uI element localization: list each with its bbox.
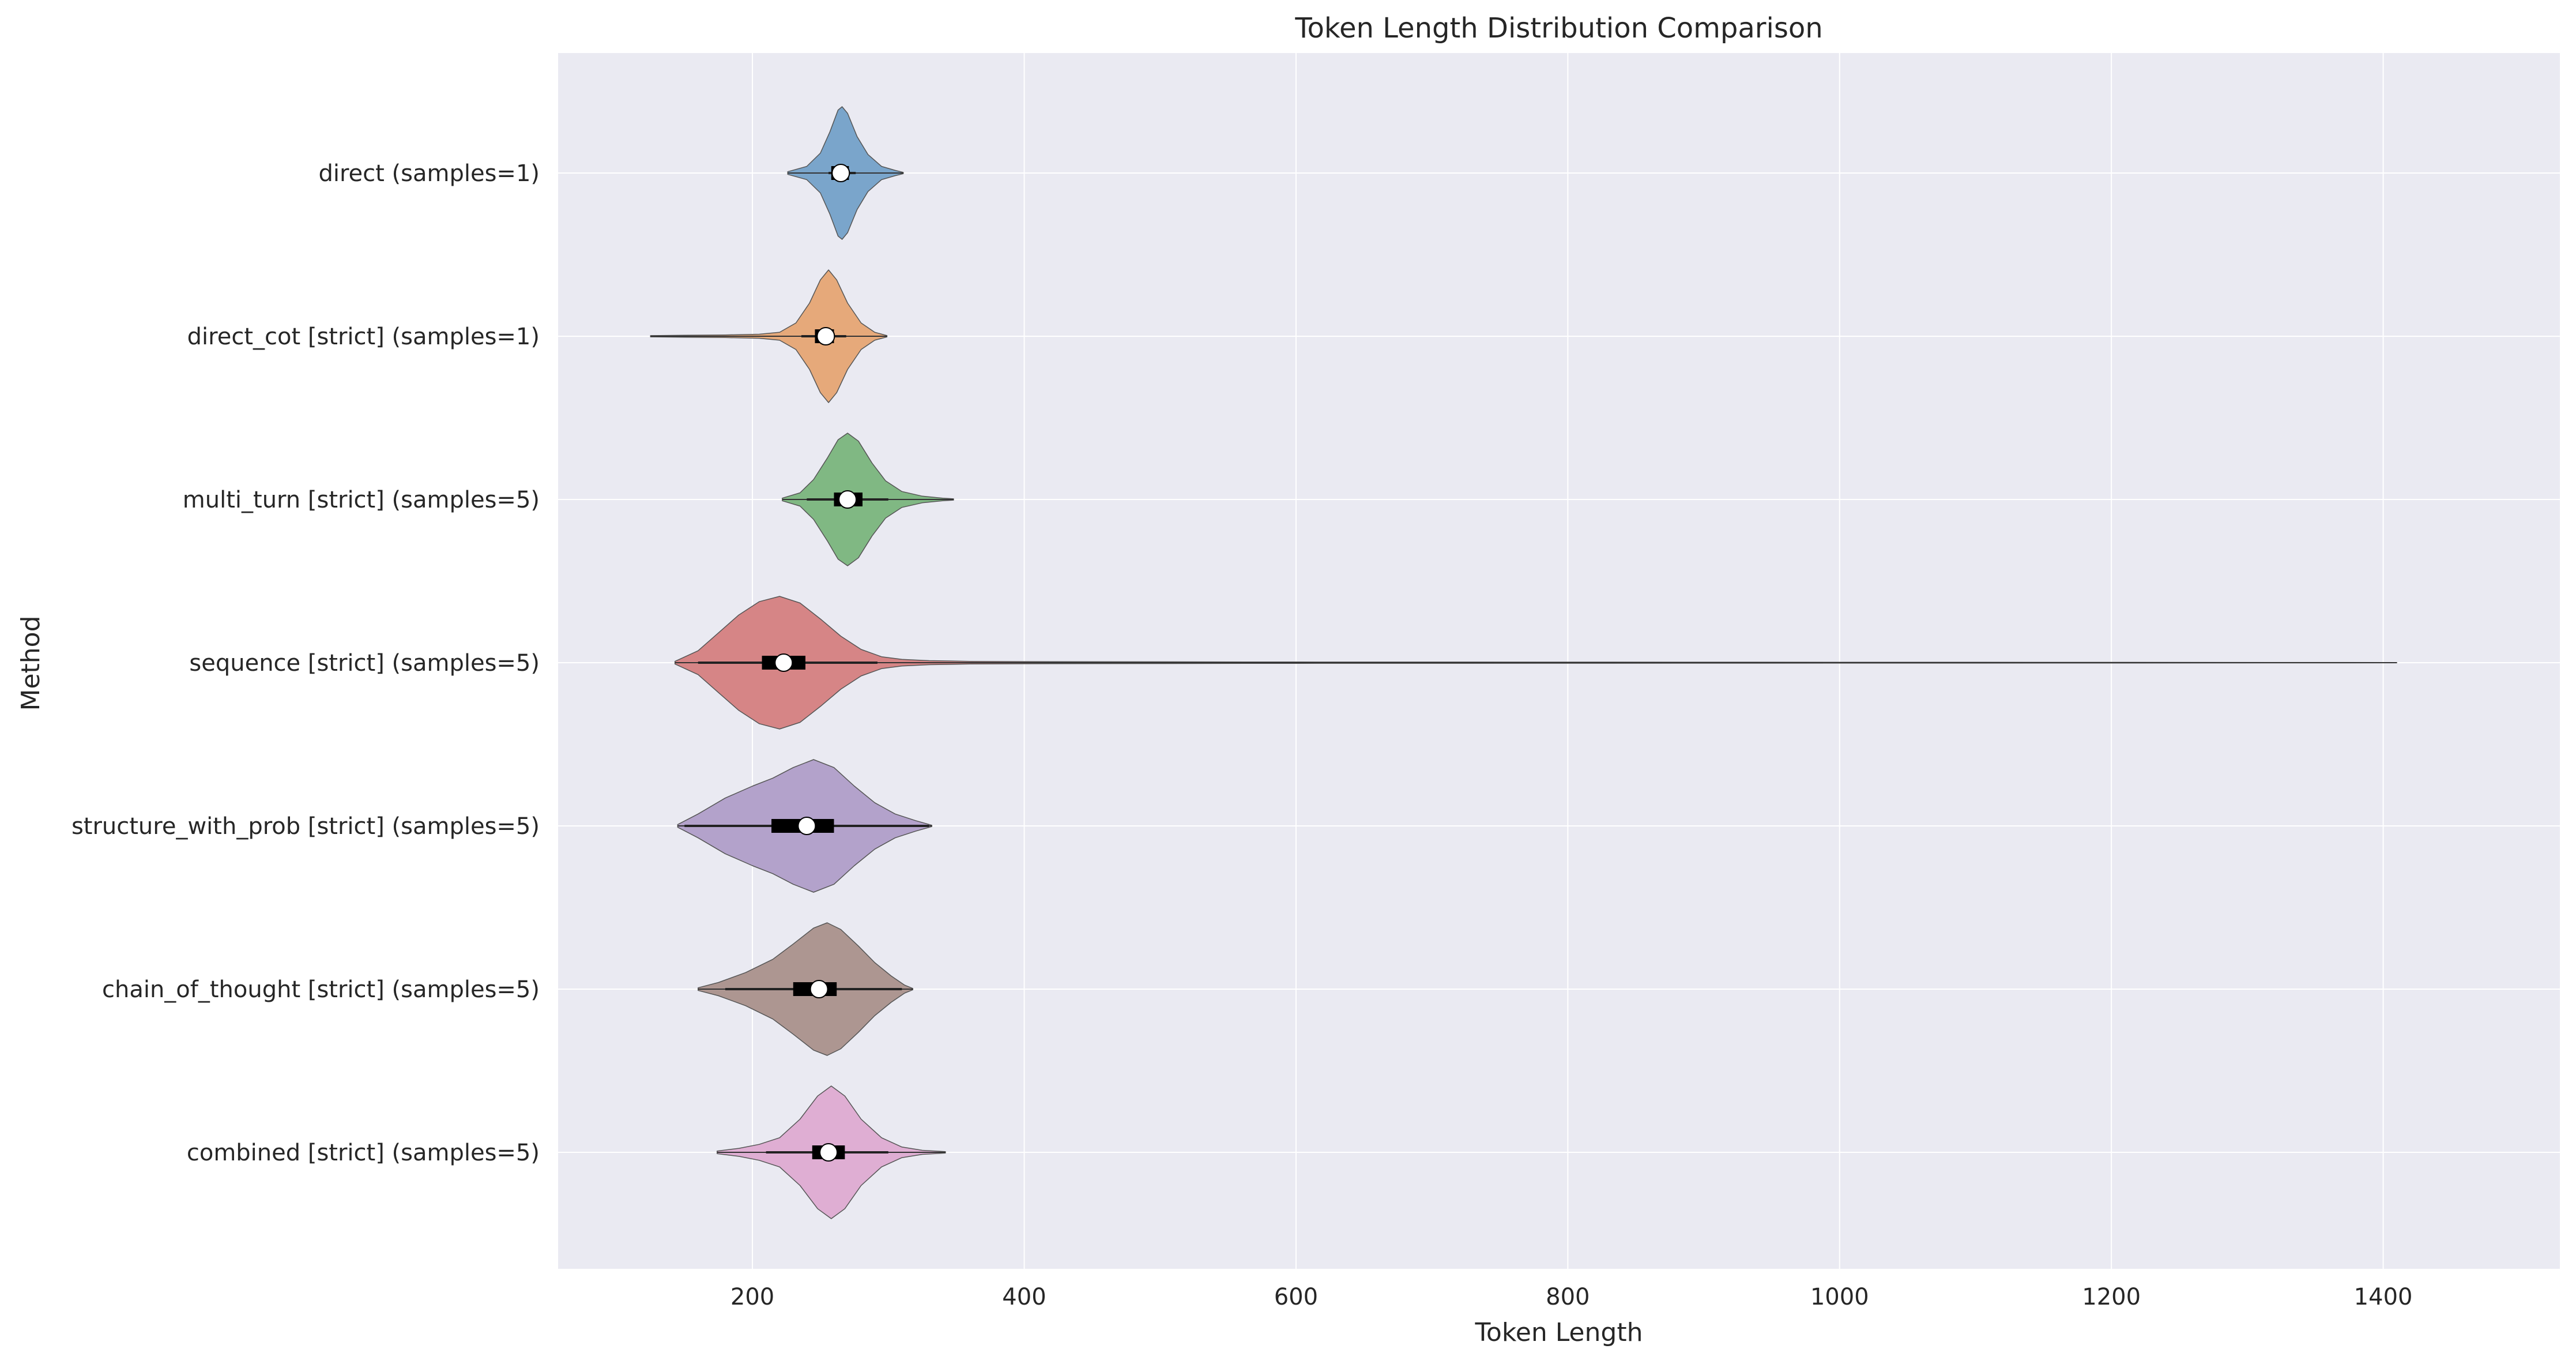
y-axis-title: Method	[16, 615, 46, 711]
x-tick-label: 800	[1546, 1284, 1590, 1310]
x-tick-label: 600	[1274, 1284, 1318, 1310]
violin-median-marker	[816, 327, 835, 345]
y-axis-ticks: direct (samples=1) direct_cot [strict] (s…	[71, 160, 540, 1166]
violins	[650, 106, 2397, 1219]
x-tick-label: 1400	[2354, 1284, 2413, 1310]
y-tick-label: combined [strict] (samples=5)	[187, 1140, 540, 1166]
violin-median-marker	[797, 817, 816, 835]
y-tick-label: sequence [strict] (samples=5)	[189, 650, 540, 677]
y-tick-label: direct_cot [strict] (samples=1)	[187, 324, 540, 350]
violin-median-marker	[838, 490, 857, 509]
x-axis-title: Token Length	[1475, 1318, 1643, 1347]
violin-median-marker	[831, 164, 850, 182]
chart-title: Token Length Distribution Comparison	[1294, 12, 1822, 44]
y-tick-label: direct (samples=1)	[318, 160, 540, 187]
y-tick-label: multi_turn [strict] (samples=5)	[183, 487, 540, 513]
y-tick-label: structure_with_prob [strict] (samples=5)	[71, 813, 540, 840]
x-tick-label: 1000	[1810, 1284, 1869, 1310]
x-tick-label: 1200	[2082, 1284, 2141, 1310]
x-tick-label: 400	[1002, 1284, 1046, 1310]
x-tick-label: 200	[730, 1284, 774, 1310]
x-axis-ticks: 200 400 600 800 1000 1200 1400	[730, 1284, 2413, 1310]
violin-median-marker	[809, 980, 828, 998]
violin-median-marker	[819, 1143, 838, 1162]
y-tick-label: chain_of_thought [strict] (samples=5)	[102, 976, 540, 1003]
violin-median-marker	[774, 653, 793, 672]
